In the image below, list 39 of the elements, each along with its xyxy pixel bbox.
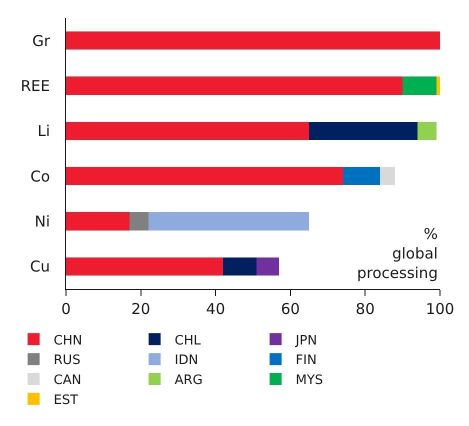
legend-label: FIN xyxy=(296,353,317,368)
legend-label: EST xyxy=(54,392,78,408)
y-tick-label: Li xyxy=(37,122,50,140)
bar xyxy=(418,122,436,140)
y-tick-label: Ni xyxy=(34,212,50,230)
legend-label: CAN xyxy=(54,373,82,388)
bar xyxy=(342,167,380,186)
y-tick-label: REE xyxy=(20,77,50,95)
bar xyxy=(130,212,148,230)
bar xyxy=(66,212,130,230)
bar xyxy=(66,257,224,276)
legend-label: CHL xyxy=(174,333,202,348)
bar xyxy=(256,257,280,276)
bar xyxy=(66,76,403,95)
x-tick-label: 80 xyxy=(356,300,375,318)
bar xyxy=(309,122,418,140)
bar xyxy=(402,76,436,95)
bar xyxy=(380,167,396,186)
y-tick-label: Co xyxy=(30,167,50,186)
bar xyxy=(66,167,343,186)
legend-label: MYS xyxy=(296,373,324,388)
y-tick-label: Gr xyxy=(32,32,51,50)
y-tick-label: Cu xyxy=(30,258,50,276)
legend-label: JPN xyxy=(294,333,318,348)
bar xyxy=(223,257,257,276)
bar xyxy=(66,122,310,140)
x-tick-label: 60 xyxy=(280,300,300,318)
x-tick-label: 100 xyxy=(426,300,454,318)
legend-label: ARG xyxy=(174,373,203,388)
bar xyxy=(436,76,440,95)
x-tick-label: 40 xyxy=(206,300,226,318)
x-tick-label: 20 xyxy=(131,300,150,318)
legend-label: CHN xyxy=(54,333,82,348)
x-tick-label: 0 xyxy=(61,300,71,318)
legend-label: IDN xyxy=(174,353,198,368)
bar xyxy=(148,212,310,230)
annotation: % global processing xyxy=(357,225,438,282)
bar xyxy=(66,32,440,50)
legend-label: RUS xyxy=(54,353,80,368)
